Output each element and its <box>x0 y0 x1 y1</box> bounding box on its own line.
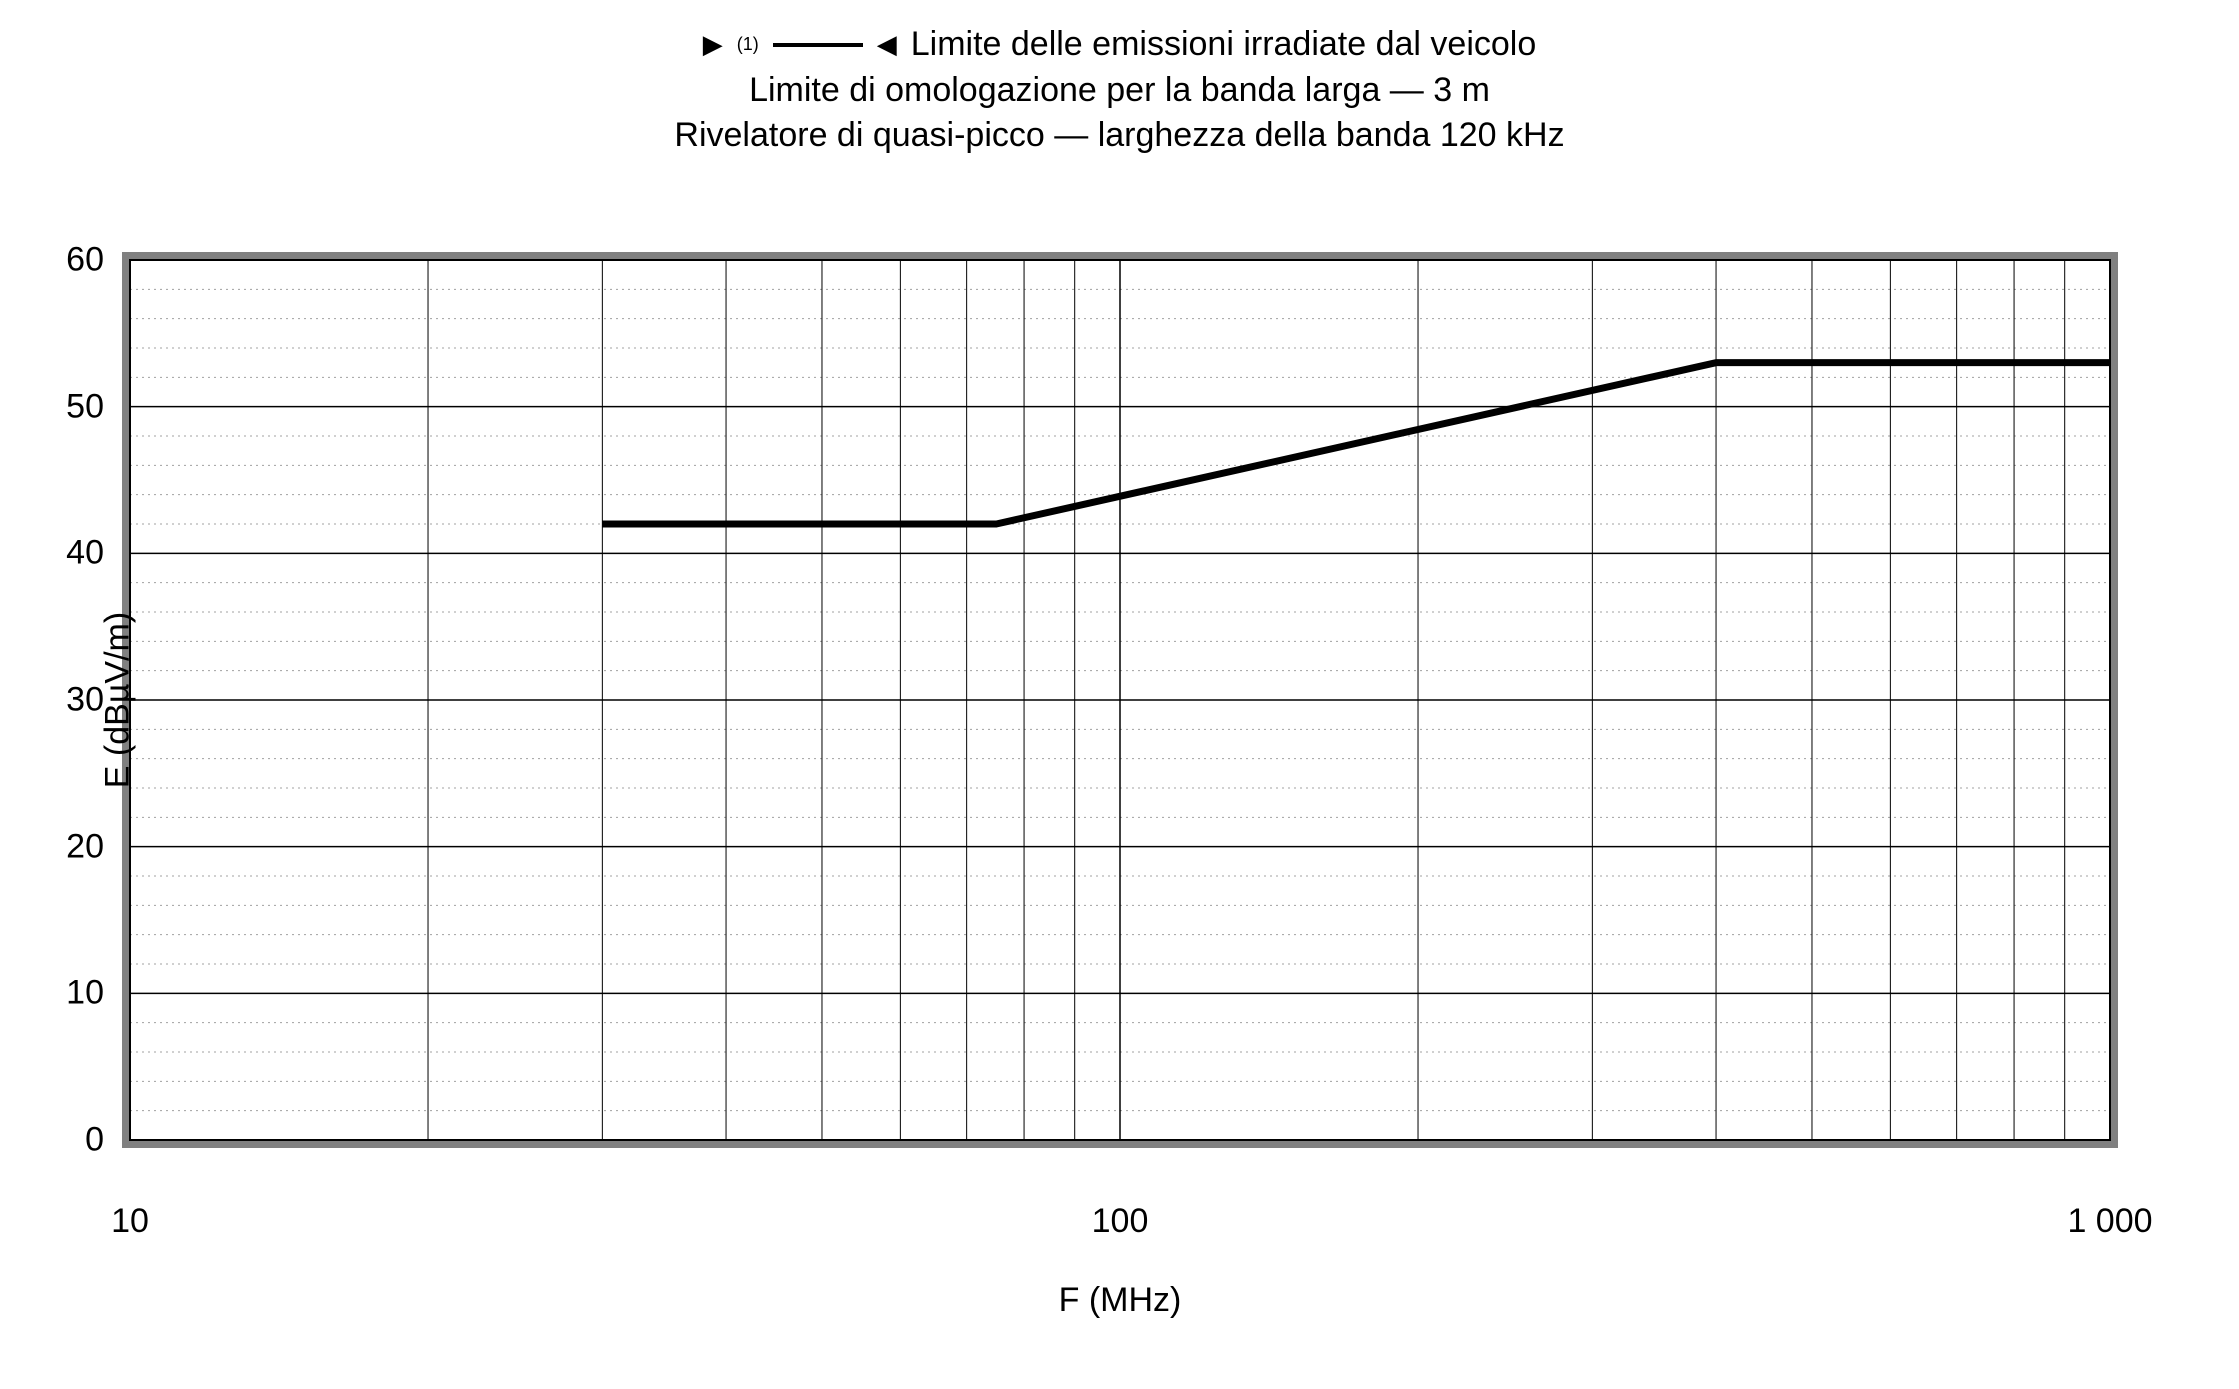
chart-container: E (dBµV/m) F (MHz) 0102030405060101001 0… <box>120 250 2120 1150</box>
legend-arrow-right-icon: ◀ <box>877 27 897 62</box>
y-tick-label: 30 <box>24 681 104 720</box>
legend-superscript-marker: (1) <box>737 32 759 56</box>
legend-arrow-left-icon: ▶ <box>703 27 723 62</box>
title-line-2: Limite di omologazione per la banda larg… <box>0 68 2239 114</box>
x-axis-label: F (MHz) <box>1059 1281 1182 1320</box>
y-tick-label: 0 <box>24 1121 104 1160</box>
chart-title-block: ▶ (1) ◀ Limite delle emissioni irradiate … <box>0 20 2239 159</box>
x-tick-label: 10 <box>111 1202 149 1241</box>
emissions-limit-chart <box>120 250 2120 1150</box>
y-tick-label: 20 <box>24 827 104 866</box>
title-line-1: ▶ (1) ◀ Limite delle emissioni irradiate … <box>703 22 1537 68</box>
title-line-1-text: Limite delle emissioni irradiate dal vei… <box>911 22 1537 68</box>
y-tick-label: 50 <box>24 387 104 426</box>
x-tick-label: 100 <box>1092 1202 1149 1241</box>
y-axis-label: E (dBµV/m) <box>99 612 138 788</box>
legend-line-icon <box>773 43 863 47</box>
title-line-3: Rivelatore di quasi-picco — larghezza de… <box>0 113 2239 159</box>
x-tick-label: 1 000 <box>2067 1202 2152 1241</box>
y-tick-label: 60 <box>24 241 104 280</box>
y-tick-label: 10 <box>24 974 104 1013</box>
y-tick-label: 40 <box>24 534 104 573</box>
